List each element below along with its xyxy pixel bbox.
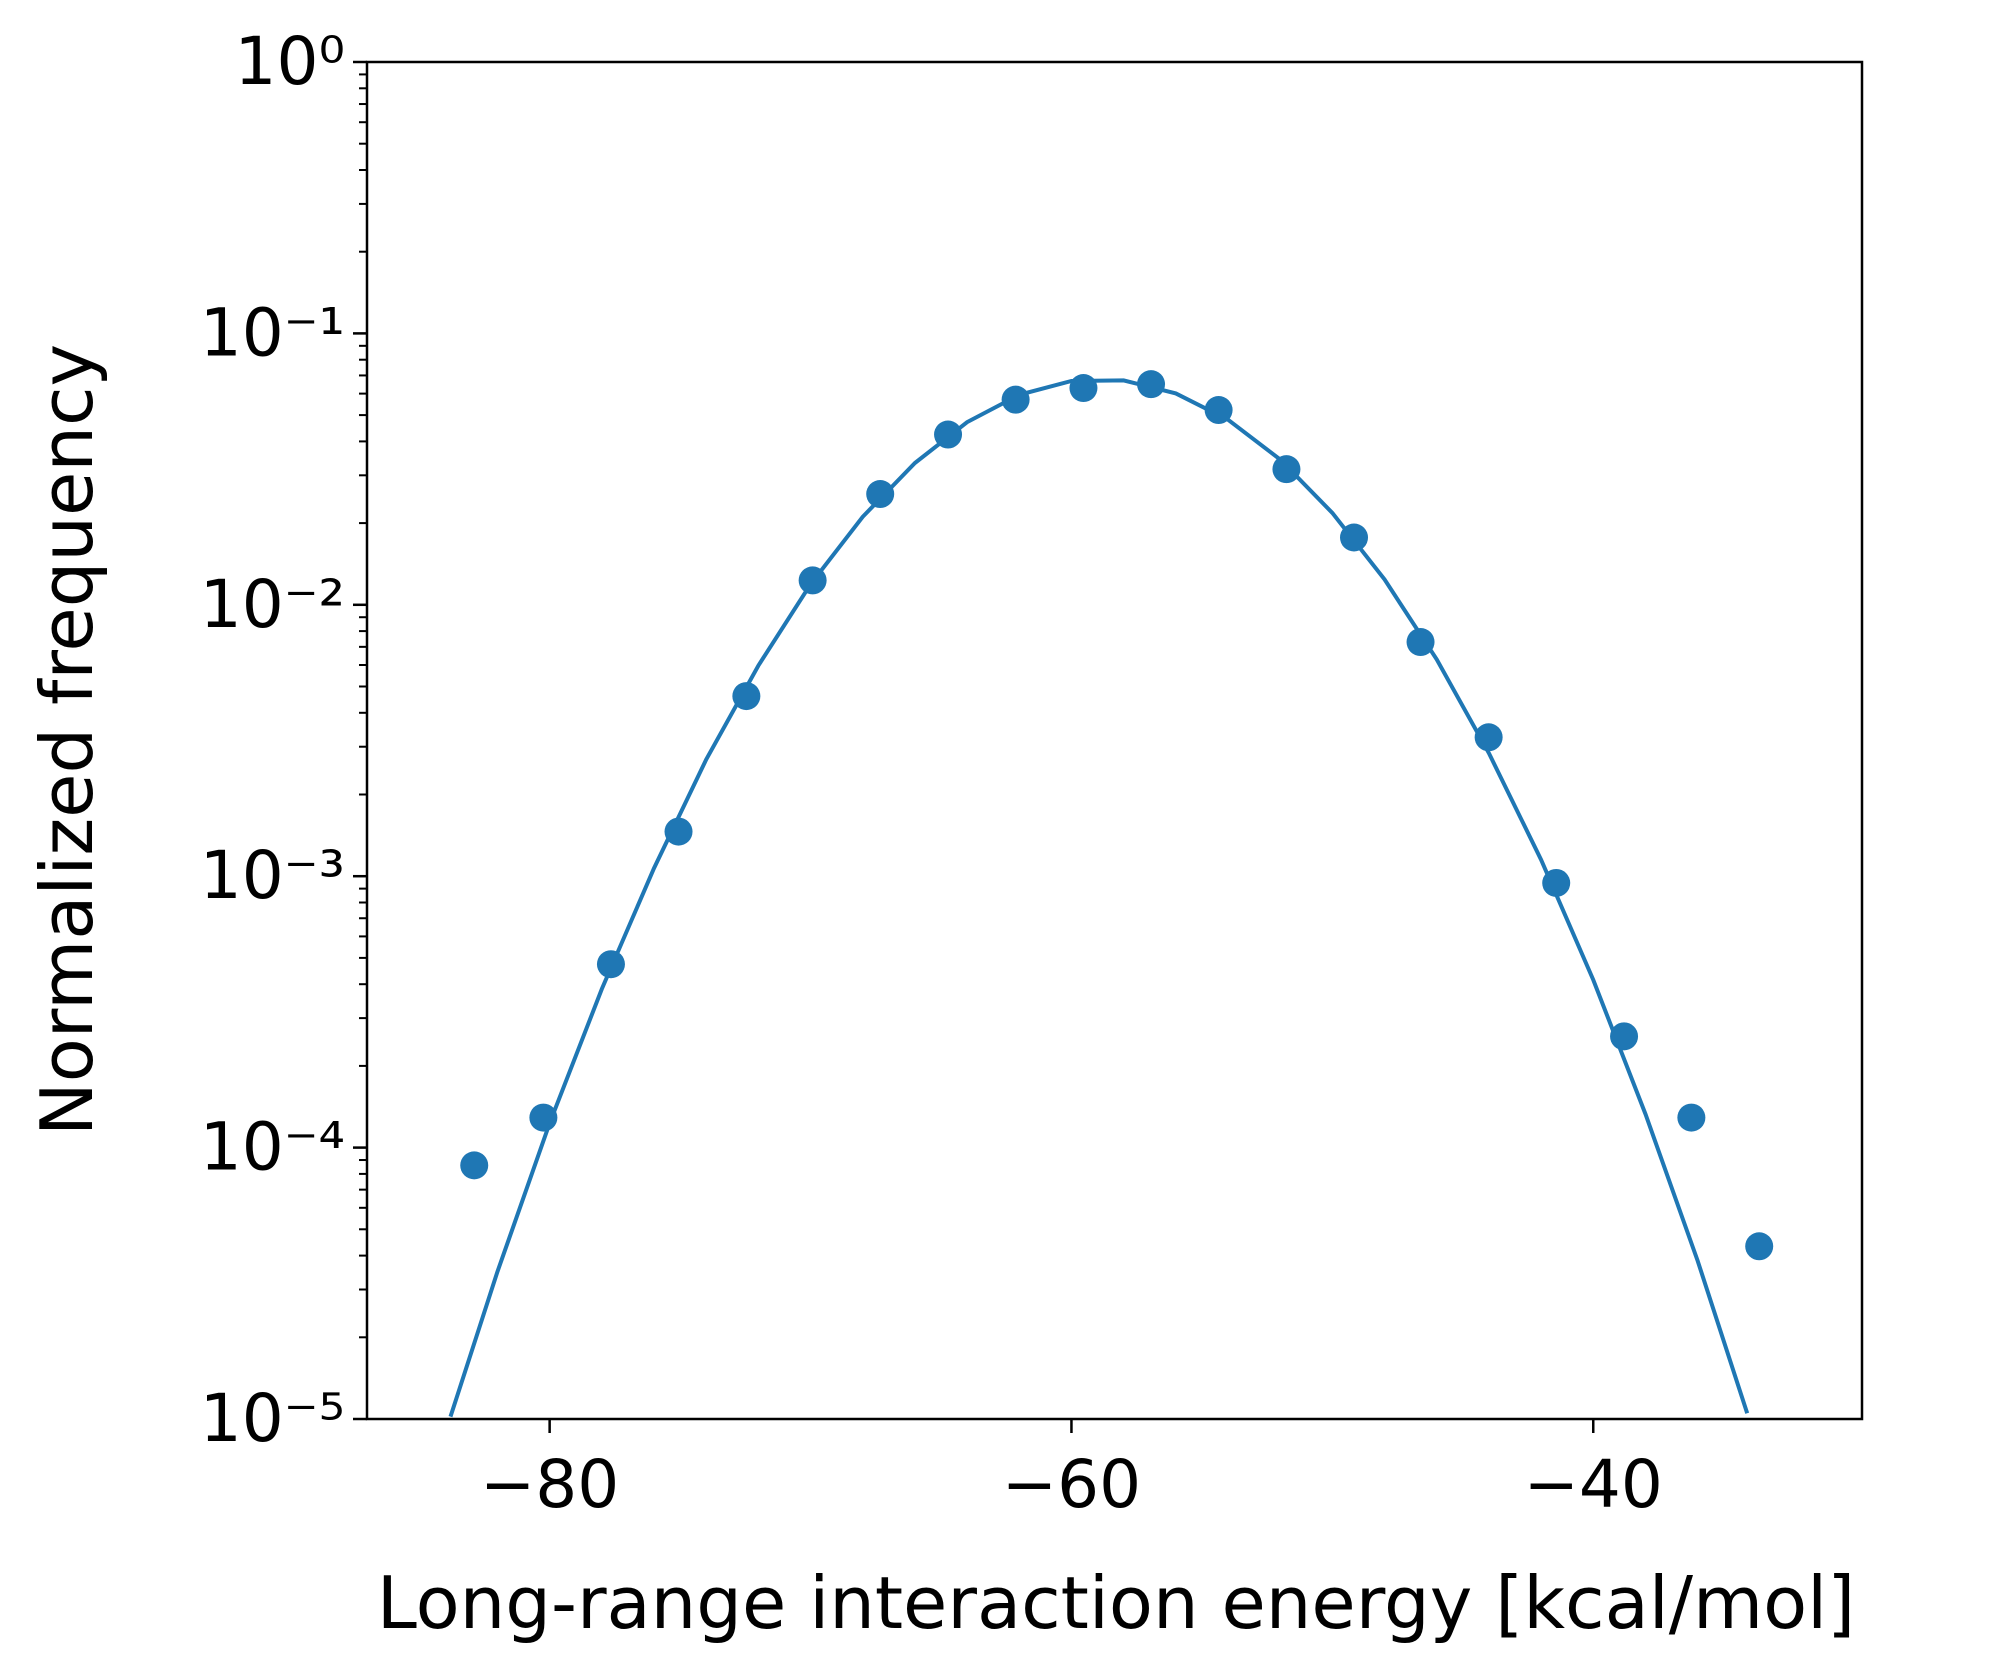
data-point (1474, 723, 1503, 752)
x-tick-label: −60 (1002, 1446, 1141, 1523)
data-point (460, 1151, 489, 1180)
data-point (1406, 628, 1435, 657)
y-tick-label: 10⁻⁴ (200, 1109, 345, 1186)
plot-area (448, 378, 1750, 1418)
y-tick-label: 10⁻¹ (200, 294, 345, 371)
x-tick-label: −80 (480, 1446, 619, 1523)
data-point (1272, 455, 1301, 484)
data-point (1542, 868, 1571, 897)
data-point (1204, 396, 1233, 425)
plot-frame (365, 60, 1864, 1421)
y-tick-label: 10⁻³ (200, 837, 345, 914)
y-tick-label: 10⁻⁵ (200, 1380, 345, 1457)
y-axis-label: Normalized frequency (25, 344, 109, 1136)
data-point (1069, 374, 1098, 403)
fit-curve (448, 378, 1750, 1418)
data-point (934, 420, 963, 449)
data-point (1677, 1103, 1706, 1132)
x-tick-label: −40 (1524, 1446, 1663, 1523)
x-axis-label: Long-range interaction energy [kcal/mol] (377, 1561, 1856, 1645)
data-point (1137, 370, 1166, 399)
data-point (866, 480, 895, 509)
data-point (732, 682, 761, 711)
y-tick-label: 10⁻² (200, 566, 345, 643)
data-point (798, 566, 827, 595)
data-point (596, 950, 625, 979)
data-point (1001, 385, 1030, 414)
data-point (529, 1103, 558, 1132)
data-point (1610, 1022, 1639, 1051)
y-tick-label: 10⁰ (235, 23, 345, 100)
data-point (1340, 523, 1369, 552)
data-point (664, 817, 693, 846)
data-point (1745, 1232, 1774, 1261)
